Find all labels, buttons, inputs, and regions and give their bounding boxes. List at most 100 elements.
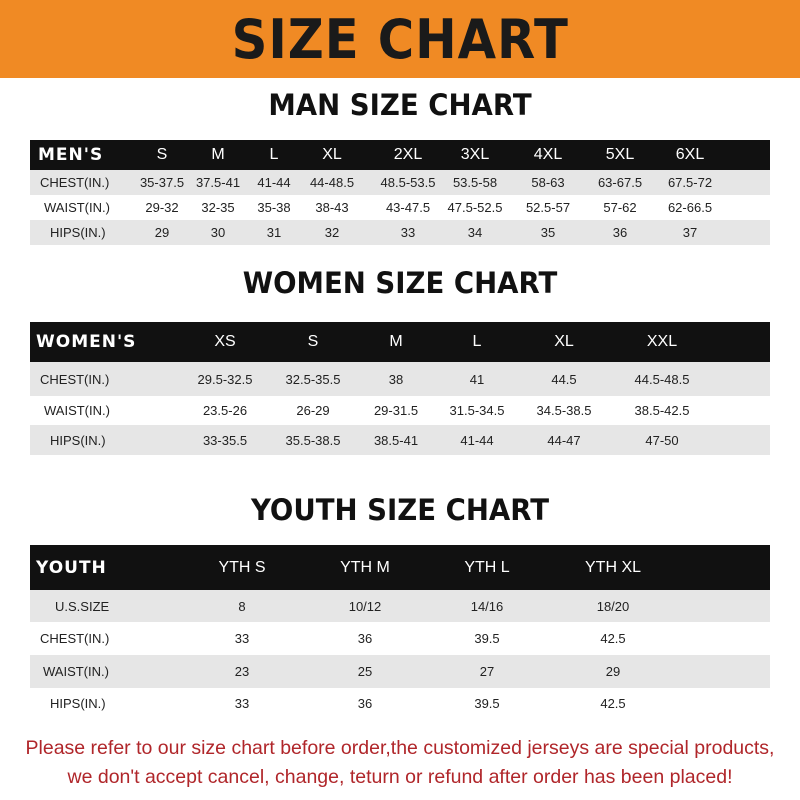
notice-line-2: we don't accept cancel, change, teturn o… xyxy=(67,766,733,788)
row-label: CHEST(IN.) xyxy=(40,371,110,387)
table-cell: 41 xyxy=(469,371,485,387)
table-cell: 47-50 xyxy=(645,432,679,448)
table-cell: 33 xyxy=(234,631,250,646)
youth-size-table: YOUTH YTH S YTH M YTH L YTH XL U.S.SIZE 8 10/12… xyxy=(30,545,770,718)
table-row: WAIST(IN.) 23 25 27 29 xyxy=(30,655,770,688)
table-cell: 38.5-41 xyxy=(373,432,419,448)
table-cell: 36 xyxy=(612,225,628,240)
size-header-cell: L xyxy=(472,333,482,350)
table-cell: 10/12 xyxy=(348,598,382,614)
table-cell: 29.5-32.5 xyxy=(197,371,253,387)
size-header-cell: XL xyxy=(554,333,574,350)
table-cell: 8 xyxy=(238,598,246,614)
table-row: WAIST(IN.) 23.5-26 26-29 29-31.5 31.5-34.5 34… xyxy=(30,396,770,425)
size-header-cell: YTH M xyxy=(340,558,390,576)
table-cell: 32 xyxy=(324,225,340,240)
table-cell: 41-44 xyxy=(460,432,494,448)
table-cell: 29 xyxy=(154,225,170,240)
table-cell: 43-47.5 xyxy=(385,200,431,215)
table-cell: 44.5 xyxy=(551,371,577,387)
table-cell: 36 xyxy=(357,631,373,646)
table-cell: 33-35.5 xyxy=(202,432,248,448)
table-cell: 35 xyxy=(540,225,556,240)
table-cell: 36 xyxy=(357,695,373,711)
table-cell: 32.5-35.5 xyxy=(285,371,341,387)
size-header-cell: M xyxy=(211,146,225,163)
table-cell: 23 xyxy=(234,664,250,679)
table-header-row: WOMEN'S XS S M L XL XXL xyxy=(30,322,770,362)
table-cell: 48.5-53.5 xyxy=(380,175,436,190)
table-cell: 33 xyxy=(400,225,416,240)
order-notice: Please refer to our size chart before or… xyxy=(0,734,800,792)
table-cell: 47.5-52.5 xyxy=(447,200,503,215)
table-cell: 44.5-48.5 xyxy=(634,371,690,387)
size-header-cell: S xyxy=(156,146,168,163)
table-header-label: MEN'S xyxy=(38,145,104,165)
size-header-cell: M xyxy=(389,333,403,350)
table-cell: 23.5-26 xyxy=(202,403,248,418)
table-cell: 38.5-42.5 xyxy=(634,403,690,418)
table-cell: 26-29 xyxy=(296,403,330,418)
row-label: HIPS(IN.) xyxy=(50,695,106,711)
table-cell: 44-47 xyxy=(547,432,581,448)
size-header-cell: YTH XL xyxy=(584,558,642,576)
youth-section-title: YOUTH SIZE CHART xyxy=(250,493,550,527)
table-cell: 42.5 xyxy=(600,631,626,646)
size-header-cell: S xyxy=(307,333,319,350)
row-label: WAIST(IN.) xyxy=(43,664,109,679)
table-cell: 35-37.5 xyxy=(139,175,185,190)
table-cell: 29-31.5 xyxy=(373,403,419,418)
men-size-table: MEN'S S M L XL 2XL 3XL 4XL 5XL 6XL CHEST(IN.) 35-37… xyxy=(30,140,770,245)
page-title: SIZE CHART xyxy=(231,7,569,71)
size-header-cell: 2XL xyxy=(393,146,423,163)
table-cell: 37 xyxy=(682,225,698,240)
table-header-row: MEN'S S M L XL 2XL 3XL 4XL 5XL 6XL xyxy=(30,140,770,170)
notice-line-1: Please refer to our size chart before or… xyxy=(25,737,775,759)
table-cell: 30 xyxy=(210,225,226,240)
table-cell: 32-35 xyxy=(201,200,235,215)
table-row: HIPS(IN.) 33-35.5 35.5-38.5 38.5-41 41-44 44-… xyxy=(30,425,770,455)
size-header-cell: 6XL xyxy=(675,146,705,163)
table-cell: 18/20 xyxy=(596,598,630,614)
table-header-label: YOUTH xyxy=(36,557,107,578)
size-header-cell: XS xyxy=(214,333,236,350)
size-header-cell: XL xyxy=(322,146,342,163)
size-header-cell: 4XL xyxy=(533,146,563,163)
table-cell: 53.5-58 xyxy=(452,175,498,190)
table-cell: 39.5 xyxy=(474,631,500,646)
table-cell: 57-62 xyxy=(603,200,637,215)
table-cell: 27 xyxy=(479,664,495,679)
table-cell: 34.5-38.5 xyxy=(536,403,592,418)
size-header-cell: XXL xyxy=(646,333,678,350)
table-cell: 37.5-41 xyxy=(195,175,241,190)
table-cell: 39.5 xyxy=(474,695,500,711)
table-cell: 35-38 xyxy=(257,200,291,215)
size-header-cell: 3XL xyxy=(460,146,490,163)
table-cell: 38 xyxy=(388,371,404,387)
women-size-table: WOMEN'S XS S M L XL XXL CHEST(IN.) 29.5-32.5 32.5… xyxy=(30,322,770,455)
size-header-cell: YTH S xyxy=(218,558,266,576)
table-row: CHEST(IN.) 29.5-32.5 32.5-35.5 38 41 44.5 44.5… xyxy=(30,362,770,396)
table-cell: 14/16 xyxy=(470,598,504,614)
table-cell: 41-44 xyxy=(257,175,291,190)
table-row: CHEST(IN.) 33 36 39.5 42.5 xyxy=(30,622,770,655)
table-cell: 62-66.5 xyxy=(667,200,713,215)
table-cell: 33 xyxy=(234,695,250,711)
table-cell: 58-63 xyxy=(531,175,565,190)
row-label: HIPS(IN.) xyxy=(50,432,106,448)
size-header-cell: 5XL xyxy=(605,146,635,163)
table-cell: 31.5-34.5 xyxy=(449,403,505,418)
table-row: U.S.SIZE 8 10/12 14/16 18/20 xyxy=(30,590,770,622)
table-row: CHEST(IN.) 35-37.5 37.5-41 41-44 44-48.5 48.5… xyxy=(30,170,770,195)
table-header-row: YOUTH YTH S YTH M YTH L YTH XL xyxy=(30,545,770,590)
title-banner: SIZE CHART xyxy=(0,0,800,78)
table-cell: 67.5-72 xyxy=(667,175,713,190)
table-cell: 44-48.5 xyxy=(309,175,355,190)
table-cell: 29-32 xyxy=(145,200,179,215)
table-cell: 34 xyxy=(467,225,483,240)
table-cell: 29 xyxy=(605,664,621,679)
women-section-title: WOMEN SIZE CHART xyxy=(242,266,558,300)
size-header-cell: L xyxy=(269,146,279,163)
row-label: HIPS(IN.) xyxy=(50,225,106,240)
size-header-cell: YTH L xyxy=(464,558,510,576)
